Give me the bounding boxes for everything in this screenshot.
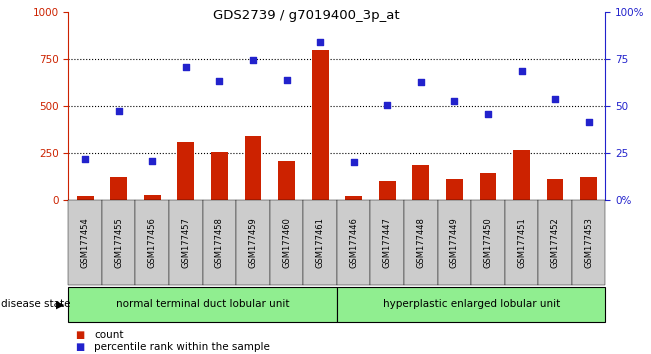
Bar	[413, 165, 429, 200]
Point	[583, 119, 594, 125]
Point	[348, 159, 359, 164]
Text: GSM177446: GSM177446	[349, 217, 358, 268]
Text: percentile rank within the sample: percentile rank within the sample	[94, 342, 270, 352]
Bar	[245, 136, 261, 200]
Bar	[211, 152, 228, 200]
Text: GSM177449: GSM177449	[450, 217, 459, 268]
Text: GSM177459: GSM177459	[249, 217, 258, 268]
Text: GSM177454: GSM177454	[81, 217, 90, 268]
Text: disease state: disease state	[1, 299, 71, 309]
Point	[516, 69, 527, 74]
Point	[281, 77, 292, 83]
Bar	[110, 177, 127, 200]
Bar	[580, 177, 597, 200]
Text: GSM177455: GSM177455	[114, 217, 123, 268]
Point	[449, 98, 460, 103]
Point	[147, 158, 158, 164]
Text: GSM177450: GSM177450	[484, 217, 492, 268]
Bar	[547, 179, 564, 200]
Bar	[312, 50, 329, 200]
Text: ■: ■	[75, 342, 84, 352]
Bar	[345, 196, 362, 200]
Bar	[278, 161, 295, 200]
Bar	[446, 179, 463, 200]
Text: GSM177451: GSM177451	[517, 217, 526, 268]
Bar	[77, 196, 94, 200]
Point	[415, 79, 426, 85]
Text: ▶: ▶	[55, 299, 64, 309]
Text: GSM177453: GSM177453	[584, 217, 593, 268]
Text: count: count	[94, 330, 124, 339]
Point	[315, 40, 326, 45]
Text: GSM177461: GSM177461	[316, 217, 325, 268]
Point	[80, 156, 90, 161]
Text: GSM177448: GSM177448	[416, 217, 425, 268]
Bar	[513, 150, 530, 200]
Point	[382, 102, 393, 108]
Text: hyperplastic enlarged lobular unit: hyperplastic enlarged lobular unit	[383, 299, 560, 309]
Text: GSM177447: GSM177447	[383, 217, 392, 268]
Point	[214, 78, 225, 84]
Text: GSM177458: GSM177458	[215, 217, 224, 268]
Bar	[178, 142, 194, 200]
Bar	[144, 195, 161, 200]
Point	[248, 57, 258, 63]
Bar	[480, 173, 496, 200]
Text: GSM177457: GSM177457	[182, 217, 190, 268]
Point	[483, 111, 493, 116]
Text: ■: ■	[75, 330, 84, 339]
Point	[550, 96, 561, 102]
Text: GSM177456: GSM177456	[148, 217, 157, 268]
Text: GDS2739 / g7019400_3p_at: GDS2739 / g7019400_3p_at	[213, 9, 399, 22]
Text: normal terminal duct lobular unit: normal terminal duct lobular unit	[116, 299, 290, 309]
Point	[113, 108, 124, 114]
Text: GSM177460: GSM177460	[282, 217, 291, 268]
Text: GSM177452: GSM177452	[551, 217, 560, 268]
Bar	[379, 181, 396, 200]
Point	[180, 64, 191, 70]
